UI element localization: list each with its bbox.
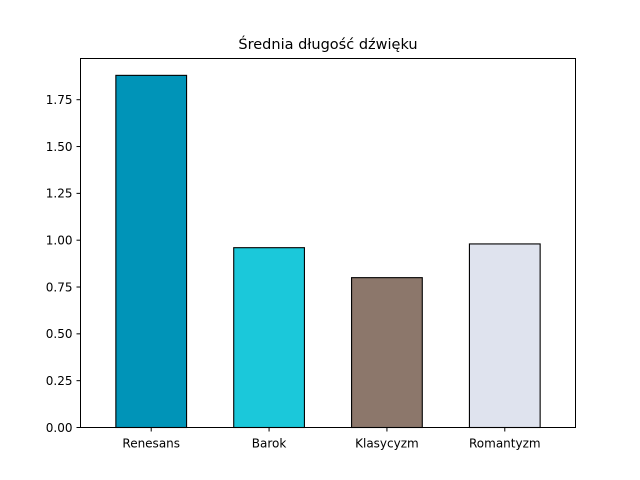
plot-frame (80, 58, 576, 428)
y-tick-label: 1.00 (46, 233, 73, 247)
y-tick-label: 0.75 (46, 280, 73, 294)
bar-romantyzm (468, 243, 541, 429)
y-tick-label: 0.25 (46, 374, 73, 388)
x-axis: Renesans Barok Klasycyzm Romantyzm (122, 427, 541, 451)
x-tick-label: Renesans (122, 437, 180, 451)
bars-layer (115, 74, 541, 429)
y-tick-label: 0.50 (46, 327, 73, 341)
x-tick-label: Romantyzm (469, 437, 541, 451)
bar-renesans (115, 74, 188, 429)
bar-barok (233, 247, 305, 429)
y-tick-label: 0.00 (46, 421, 73, 435)
chart-title: Średnia długość dźwięku (238, 35, 417, 53)
y-axis: 0.00 0.25 0.50 0.75 1.00 1.25 1.50 1.75 (46, 93, 81, 435)
x-tick-label: Barok (252, 437, 287, 451)
bar-klasycyzm (351, 277, 423, 429)
y-tick-label: 1.75 (46, 93, 73, 107)
x-tick-label: Klasycyzm (355, 437, 419, 451)
y-tick-label: 1.50 (46, 140, 73, 154)
y-tick-label: 1.25 (46, 187, 73, 201)
